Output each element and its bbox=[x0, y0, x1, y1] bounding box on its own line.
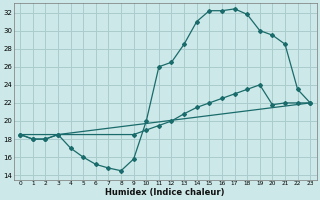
X-axis label: Humidex (Indice chaleur): Humidex (Indice chaleur) bbox=[106, 188, 225, 197]
